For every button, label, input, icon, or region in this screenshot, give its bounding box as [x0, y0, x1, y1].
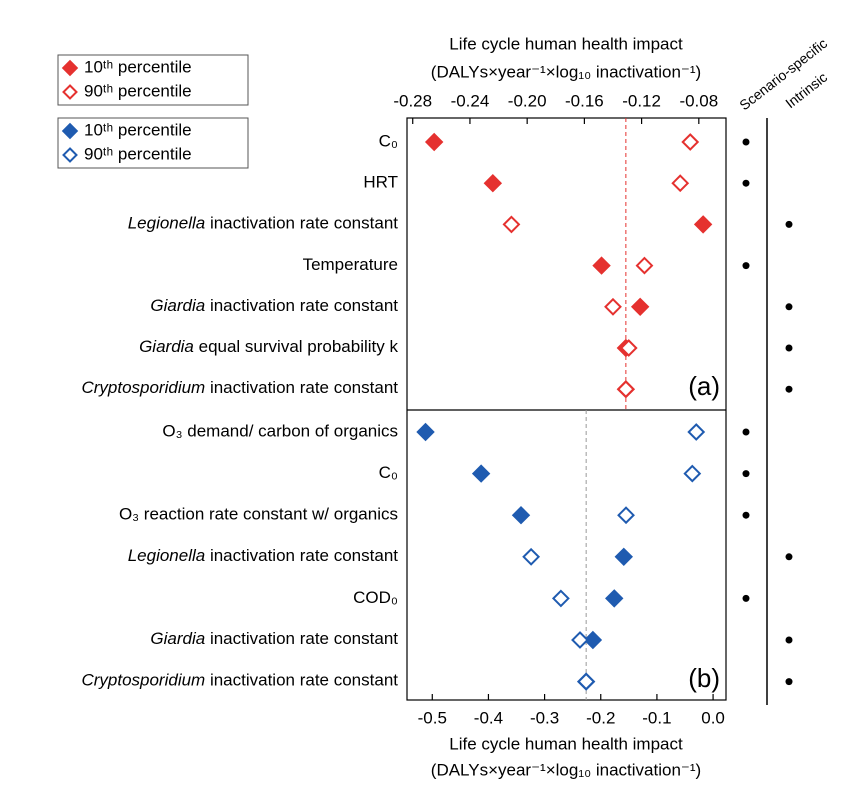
class-dot [785, 303, 793, 311]
class-dot [742, 470, 750, 478]
x-tick-label: -0.1 [642, 708, 671, 727]
data-point [671, 174, 690, 193]
row-label: Giardia inactivation rate constant [150, 629, 398, 648]
class-dot [785, 344, 793, 352]
x-tick-label: -0.28 [393, 91, 432, 110]
class-dot [742, 138, 750, 146]
x-tick-label: -0.3 [530, 708, 559, 727]
data-point [635, 256, 654, 275]
x-tick-label: -0.2 [586, 708, 615, 727]
row-label: HRT [363, 173, 398, 192]
plot-frame [406, 117, 727, 701]
legend-label: 10ᵗʰ percentile [84, 120, 192, 139]
class-dot [785, 220, 793, 228]
data-point [687, 423, 706, 441]
data-point [424, 132, 444, 152]
class-dot [785, 636, 793, 644]
data-point [604, 297, 622, 316]
x-tick-label: -0.24 [451, 91, 490, 110]
data-point [522, 547, 541, 566]
data-point [577, 672, 596, 691]
data-point [483, 173, 503, 193]
top-axis-title: (DALYs×year⁻¹×log₁₀ inactivation⁻¹) [431, 62, 701, 81]
class-dot [742, 594, 750, 602]
data-point [681, 133, 700, 151]
x-tick-label: -0.5 [418, 708, 447, 727]
data-point [683, 464, 702, 483]
x-tick-label: -0.20 [508, 91, 547, 110]
row-label: Giardia inactivation rate constant [150, 296, 398, 315]
legend-box [57, 54, 249, 106]
row-label: C₀ [379, 463, 398, 482]
row-label: Temperature [303, 255, 398, 274]
legend-label: 90ᵗʰ percentile [84, 144, 192, 163]
class-dot [742, 428, 750, 436]
legend-box [57, 117, 249, 169]
class-dot [785, 553, 793, 561]
x-tick-label: -0.08 [679, 91, 718, 110]
row-label: Legionella inactivation rate constant [128, 546, 399, 565]
data-point [630, 297, 650, 317]
row-label: Giardia equal survival probability k [139, 337, 398, 356]
x-tick-label: 0.0 [701, 708, 725, 727]
class-dot [785, 678, 793, 686]
legend-label: 90ᵗʰ percentile [84, 81, 192, 100]
data-point [511, 505, 531, 525]
panel-label: (a) [688, 371, 720, 401]
panel-label: (b) [688, 663, 720, 693]
class-dot [742, 262, 750, 270]
data-point [592, 256, 611, 275]
x-tick-label: -0.4 [474, 708, 503, 727]
class-dot [742, 179, 750, 187]
row-label: C₀ [379, 131, 398, 150]
data-point [583, 630, 603, 650]
legend-marker [61, 59, 79, 77]
data-point [471, 464, 491, 483]
data-point [617, 506, 635, 525]
row-label: O₃ reaction rate constant w/ organics [119, 505, 398, 524]
data-point [616, 380, 635, 399]
class-dot [742, 511, 750, 519]
class-dot [785, 385, 793, 393]
legend-label: 10ᵗʰ percentile [84, 57, 192, 76]
legend-marker [61, 122, 79, 140]
x-tick-label: -0.16 [565, 91, 604, 110]
bottom-axis-title: Life cycle human health impact [449, 734, 683, 753]
row-label: Cryptosporidium inactivation rate consta… [81, 379, 398, 398]
data-point [693, 215, 713, 234]
row-label: Legionella inactivation rate constant [128, 214, 399, 233]
data-point [619, 339, 638, 357]
data-point [416, 422, 435, 442]
data-point [502, 215, 521, 234]
row-label: O₃ demand/ carbon of organics [162, 421, 398, 440]
legend-marker [62, 84, 78, 100]
row-label: Cryptosporidium inactivation rate consta… [81, 671, 398, 690]
legend-marker [62, 147, 78, 163]
data-point [614, 547, 633, 567]
row-label: COD₀ [353, 588, 398, 607]
data-point [571, 631, 589, 649]
x-tick-label: -0.12 [622, 91, 661, 110]
data-point [551, 589, 570, 608]
data-point [605, 589, 624, 608]
top-axis-title: Life cycle human health impact [449, 34, 683, 53]
bottom-axis-title: (DALYs×year⁻¹×log₁₀ inactivation⁻¹) [431, 760, 701, 779]
